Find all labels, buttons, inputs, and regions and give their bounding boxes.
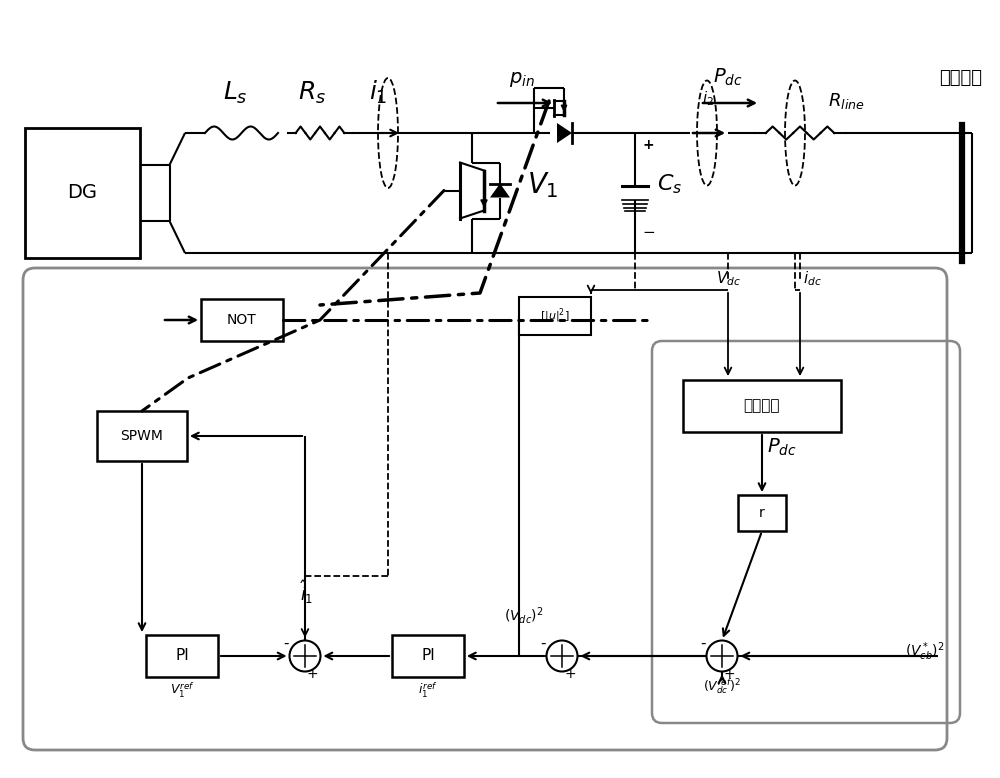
Text: +: + bbox=[307, 667, 319, 681]
Text: $i_1^{ref}$: $i_1^{ref}$ bbox=[418, 680, 438, 699]
Circle shape bbox=[546, 640, 578, 671]
Text: -: - bbox=[540, 636, 546, 651]
Text: 直流母线: 直流母线 bbox=[939, 69, 982, 87]
Text: $R_{line}$: $R_{line}$ bbox=[828, 91, 865, 111]
Text: $p_{in}$: $p_{in}$ bbox=[509, 70, 535, 89]
Text: +: + bbox=[724, 667, 736, 681]
Bar bbox=[519, 297, 591, 335]
Text: $(V_{dc})^2$: $(V_{dc})^2$ bbox=[504, 605, 544, 626]
Text: $-$: $-$ bbox=[642, 223, 655, 238]
Text: 功率计算: 功率计算 bbox=[744, 398, 780, 413]
Circle shape bbox=[706, 640, 738, 671]
Text: $(V_{dc}^{ref})^2$: $(V_{dc}^{ref})^2$ bbox=[703, 676, 741, 696]
Bar bbox=[683, 380, 841, 432]
Text: $[|u|^2]$: $[|u|^2]$ bbox=[540, 307, 570, 325]
Text: -: - bbox=[700, 636, 706, 651]
Text: +: + bbox=[642, 138, 654, 152]
Text: $i_2$: $i_2$ bbox=[702, 89, 714, 107]
Text: $C_s$: $C_s$ bbox=[657, 172, 682, 195]
Text: $R_s$: $R_s$ bbox=[298, 80, 326, 107]
Text: $L_s$: $L_s$ bbox=[223, 80, 247, 107]
Text: r: r bbox=[759, 506, 765, 520]
Text: +: + bbox=[564, 667, 576, 681]
Text: NOT: NOT bbox=[227, 313, 257, 327]
Text: PI: PI bbox=[421, 649, 435, 664]
Bar bbox=[24, 128, 140, 258]
Text: $V_{dc}$: $V_{dc}$ bbox=[716, 269, 740, 288]
Text: PI: PI bbox=[175, 649, 189, 664]
Bar bbox=[201, 299, 283, 341]
Text: $P_{dc}$: $P_{dc}$ bbox=[767, 437, 797, 458]
Text: $P_{dc}$: $P_{dc}$ bbox=[713, 67, 743, 88]
Bar bbox=[738, 495, 786, 531]
Text: $i_{dc}$: $i_{dc}$ bbox=[803, 269, 821, 288]
Text: DG: DG bbox=[67, 184, 97, 202]
Text: SPWM: SPWM bbox=[121, 429, 163, 443]
Text: $(V_{cb}^*)^2$: $(V_{cb}^*)^2$ bbox=[905, 640, 945, 663]
Polygon shape bbox=[557, 123, 572, 143]
Text: $V_1^{ref}$: $V_1^{ref}$ bbox=[170, 680, 194, 699]
Circle shape bbox=[290, 640, 320, 671]
Bar bbox=[97, 411, 187, 461]
Text: -: - bbox=[283, 636, 288, 651]
Bar bbox=[146, 635, 218, 677]
Bar bbox=[392, 635, 464, 677]
Text: $i_1$: $i_1$ bbox=[369, 79, 387, 107]
Text: $V_1$: $V_1$ bbox=[527, 170, 559, 200]
Text: $\hat{i}_1$: $\hat{i}_1$ bbox=[300, 578, 314, 606]
Polygon shape bbox=[490, 184, 510, 198]
